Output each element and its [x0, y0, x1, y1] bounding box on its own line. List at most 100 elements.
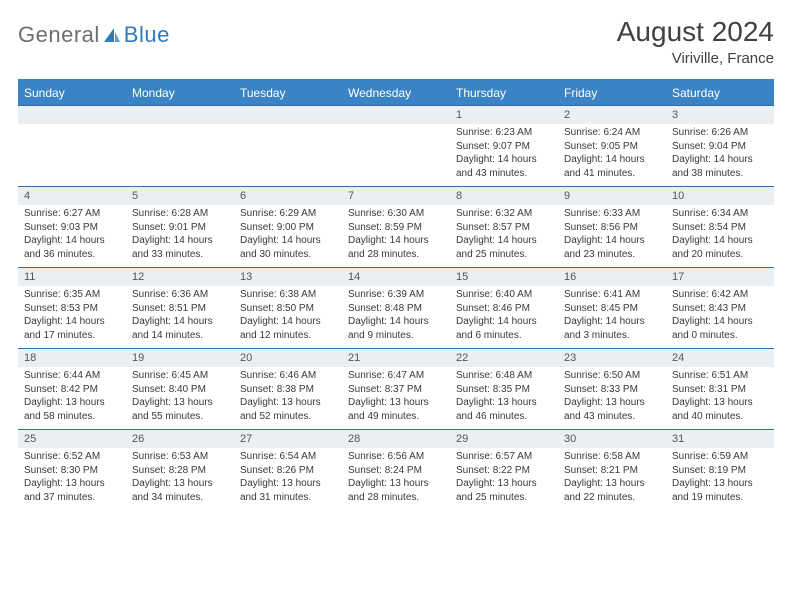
day-cell: Sunrise: 6:40 AMSunset: 8:46 PMDaylight:… — [450, 286, 558, 348]
day-cell: Sunrise: 6:48 AMSunset: 8:35 PMDaylight:… — [450, 367, 558, 429]
sunrise-line: Sunrise: 6:41 AM — [564, 288, 660, 302]
day-header: Thursday — [450, 81, 558, 105]
sunset-line: Sunset: 8:43 PM — [672, 302, 768, 316]
day-number: 5 — [126, 186, 234, 205]
day-header: Monday — [126, 81, 234, 105]
daylight-line-2: and 6 minutes. — [456, 329, 552, 343]
title-block: August 2024 Viriville, France — [617, 16, 774, 67]
sunset-line: Sunset: 9:00 PM — [240, 221, 336, 235]
day-cell: Sunrise: 6:41 AMSunset: 8:45 PMDaylight:… — [558, 286, 666, 348]
day-number-row: 123 — [18, 105, 774, 124]
daylight-line-1: Daylight: 14 hours — [132, 234, 228, 248]
daylight-line-2: and 52 minutes. — [240, 410, 336, 424]
sunrise-line: Sunrise: 6:23 AM — [456, 126, 552, 140]
daylight-line-1: Daylight: 14 hours — [24, 315, 120, 329]
day-cell: Sunrise: 6:47 AMSunset: 8:37 PMDaylight:… — [342, 367, 450, 429]
month-title: August 2024 — [617, 16, 774, 48]
sunset-line: Sunset: 8:33 PM — [564, 383, 660, 397]
daylight-line-2: and 23 minutes. — [564, 248, 660, 262]
daylight-line-2: and 28 minutes. — [348, 491, 444, 505]
sunset-line: Sunset: 8:54 PM — [672, 221, 768, 235]
day-number — [234, 105, 342, 124]
day-header-row: SundayMondayTuesdayWednesdayThursdayFrid… — [18, 81, 774, 105]
logo: General Blue — [18, 16, 170, 48]
sunset-line: Sunset: 8:46 PM — [456, 302, 552, 316]
sunrise-line: Sunrise: 6:24 AM — [564, 126, 660, 140]
day-number: 4 — [18, 186, 126, 205]
sunset-line: Sunset: 9:01 PM — [132, 221, 228, 235]
day-number — [18, 105, 126, 124]
day-number-row: 11121314151617 — [18, 267, 774, 286]
day-number: 31 — [666, 429, 774, 448]
sunrise-line: Sunrise: 6:59 AM — [672, 450, 768, 464]
day-cell — [18, 124, 126, 186]
sunrise-line: Sunrise: 6:57 AM — [456, 450, 552, 464]
sunrise-line: Sunrise: 6:28 AM — [132, 207, 228, 221]
daylight-line-2: and 19 minutes. — [672, 491, 768, 505]
daylight-line-1: Daylight: 13 hours — [672, 396, 768, 410]
day-cell — [126, 124, 234, 186]
sunset-line: Sunset: 8:26 PM — [240, 464, 336, 478]
day-cell: Sunrise: 6:45 AMSunset: 8:40 PMDaylight:… — [126, 367, 234, 429]
daylight-line-2: and 17 minutes. — [24, 329, 120, 343]
sunset-line: Sunset: 9:04 PM — [672, 140, 768, 154]
sunset-line: Sunset: 8:57 PM — [456, 221, 552, 235]
sunset-line: Sunset: 8:48 PM — [348, 302, 444, 316]
daylight-line-2: and 31 minutes. — [240, 491, 336, 505]
daylight-line-2: and 49 minutes. — [348, 410, 444, 424]
sunset-line: Sunset: 8:21 PM — [564, 464, 660, 478]
sunrise-line: Sunrise: 6:35 AM — [24, 288, 120, 302]
day-number: 12 — [126, 267, 234, 286]
daylight-line-1: Daylight: 13 hours — [348, 477, 444, 491]
day-header: Friday — [558, 81, 666, 105]
daylight-line-1: Daylight: 13 hours — [132, 396, 228, 410]
daylight-line-1: Daylight: 14 hours — [132, 315, 228, 329]
sunrise-line: Sunrise: 6:45 AM — [132, 369, 228, 383]
daylight-line-2: and 0 minutes. — [672, 329, 768, 343]
day-number: 9 — [558, 186, 666, 205]
day-number: 18 — [18, 348, 126, 367]
sunrise-line: Sunrise: 6:30 AM — [348, 207, 444, 221]
sunrise-line: Sunrise: 6:27 AM — [24, 207, 120, 221]
daylight-line-2: and 25 minutes. — [456, 491, 552, 505]
sunrise-line: Sunrise: 6:52 AM — [24, 450, 120, 464]
daylight-line-2: and 22 minutes. — [564, 491, 660, 505]
day-number: 26 — [126, 429, 234, 448]
day-cell: Sunrise: 6:28 AMSunset: 9:01 PMDaylight:… — [126, 205, 234, 267]
sunrise-line: Sunrise: 6:46 AM — [240, 369, 336, 383]
sunrise-line: Sunrise: 6:58 AM — [564, 450, 660, 464]
calendar-grid: SundayMondayTuesdayWednesdayThursdayFrid… — [18, 79, 774, 510]
day-cell: Sunrise: 6:24 AMSunset: 9:05 PMDaylight:… — [558, 124, 666, 186]
daylight-line-2: and 43 minutes. — [564, 410, 660, 424]
daylight-line-2: and 3 minutes. — [564, 329, 660, 343]
sunrise-line: Sunrise: 6:38 AM — [240, 288, 336, 302]
daylight-line-1: Daylight: 14 hours — [456, 234, 552, 248]
daylight-line-1: Daylight: 14 hours — [672, 153, 768, 167]
day-cell: Sunrise: 6:38 AMSunset: 8:50 PMDaylight:… — [234, 286, 342, 348]
day-header: Tuesday — [234, 81, 342, 105]
daylight-line-2: and 30 minutes. — [240, 248, 336, 262]
daylight-line-1: Daylight: 13 hours — [564, 477, 660, 491]
daylight-line-1: Daylight: 14 hours — [564, 153, 660, 167]
day-cell: Sunrise: 6:29 AMSunset: 9:00 PMDaylight:… — [234, 205, 342, 267]
week-row: Sunrise: 6:27 AMSunset: 9:03 PMDaylight:… — [18, 205, 774, 267]
daylight-line-2: and 37 minutes. — [24, 491, 120, 505]
day-cell: Sunrise: 6:32 AMSunset: 8:57 PMDaylight:… — [450, 205, 558, 267]
sunset-line: Sunset: 8:22 PM — [456, 464, 552, 478]
sunrise-line: Sunrise: 6:42 AM — [672, 288, 768, 302]
daylight-line-1: Daylight: 14 hours — [456, 315, 552, 329]
day-cell: Sunrise: 6:35 AMSunset: 8:53 PMDaylight:… — [18, 286, 126, 348]
day-header: Sunday — [18, 81, 126, 105]
logo-word-2: Blue — [124, 22, 170, 48]
day-number: 24 — [666, 348, 774, 367]
day-cell: Sunrise: 6:52 AMSunset: 8:30 PMDaylight:… — [18, 448, 126, 510]
day-header: Wednesday — [342, 81, 450, 105]
weeks-container: 123Sunrise: 6:23 AMSunset: 9:07 PMDaylig… — [18, 105, 774, 510]
daylight-line-1: Daylight: 13 hours — [24, 396, 120, 410]
sunset-line: Sunset: 8:30 PM — [24, 464, 120, 478]
sunrise-line: Sunrise: 6:33 AM — [564, 207, 660, 221]
day-number: 15 — [450, 267, 558, 286]
day-cell: Sunrise: 6:56 AMSunset: 8:24 PMDaylight:… — [342, 448, 450, 510]
daylight-line-1: Daylight: 13 hours — [564, 396, 660, 410]
day-cell: Sunrise: 6:27 AMSunset: 9:03 PMDaylight:… — [18, 205, 126, 267]
